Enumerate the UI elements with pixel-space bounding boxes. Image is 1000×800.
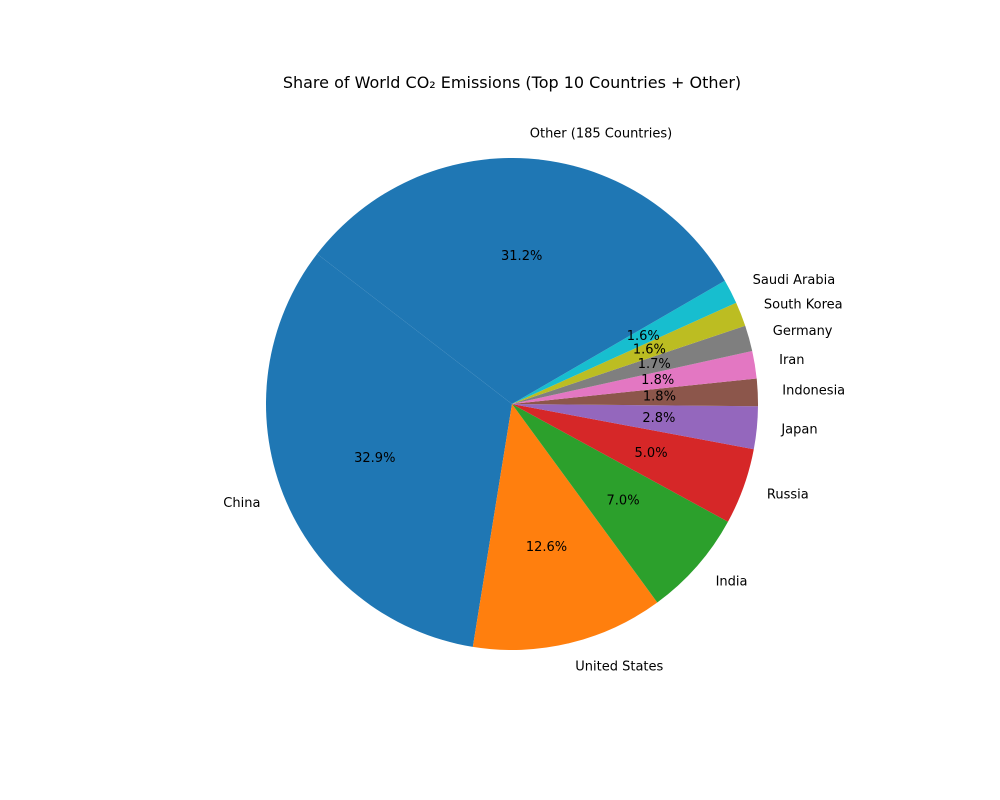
pie-slice-germany [512, 325, 753, 404]
percent-label-other-185-countries: 31.2% [501, 249, 542, 264]
pie-slice-other-185-countries [317, 157, 725, 404]
pie-slice-russia [512, 404, 754, 522]
category-label-germany: Germany [773, 324, 833, 339]
pie-slice-indonesia [512, 378, 758, 407]
percent-label-germany: 1.7% [638, 357, 671, 372]
percent-label-saudi-arabia: 1.6% [627, 329, 660, 344]
pie-slices [266, 157, 758, 650]
pie-slice-south-korea [512, 302, 746, 404]
pie-slice-china [266, 253, 512, 647]
percent-label-japan: 2.8% [642, 411, 675, 426]
pie-slice-saudi-arabia [512, 280, 737, 404]
chart-title: Share of World CO₂ Emissions (Top 10 Cou… [283, 73, 741, 92]
percent-label-russia: 5.0% [635, 446, 668, 461]
percent-label-united-states: 12.6% [526, 540, 567, 555]
category-label-china: China [223, 496, 260, 511]
category-label-indonesia: Indonesia [782, 384, 845, 399]
percent-label-iran: 1.8% [641, 373, 674, 388]
pie-slice-india [512, 404, 728, 603]
category-labels: China United States India Russia Japan Indone… [223, 126, 845, 674]
percent-label-china: 32.9% [354, 451, 395, 466]
category-label-japan: Japan [780, 423, 817, 438]
percent-label-south-korea: 1.6% [633, 343, 666, 358]
category-label-saudi-arabia: Saudi Arabia [753, 273, 836, 288]
category-label-united-states: United States [575, 660, 663, 675]
category-label-india: India [716, 575, 748, 590]
percent-label-indonesia: 1.8% [643, 389, 676, 404]
pie-slice-iran [512, 351, 757, 404]
category-label-south-korea: South Korea [764, 298, 843, 313]
percent-label-india: 7.0% [607, 494, 640, 509]
pie-slice-japan [512, 404, 758, 450]
percent-labels: 32.9%12.6%7.0%5.0%2.8%1.8%1.8%1.7%1.6%1.… [354, 249, 676, 555]
pie-slice-united-states [472, 404, 658, 650]
category-label-russia: Russia [767, 487, 809, 502]
category-label-other-185-countries: Other (185 Countries) [530, 126, 672, 141]
category-label-iran: Iran [779, 353, 804, 368]
